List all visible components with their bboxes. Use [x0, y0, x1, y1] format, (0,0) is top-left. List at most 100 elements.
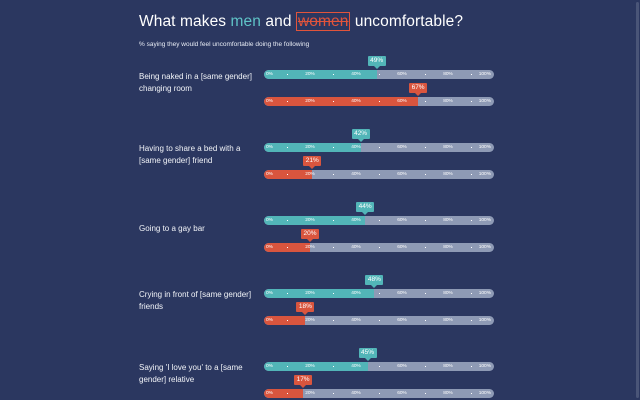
tick-label: 100%: [478, 172, 491, 177]
scrollbar-thumb[interactable]: [636, 2, 639, 398]
tick-dot: [287, 293, 288, 294]
women-value-label: 18%: [296, 302, 315, 315]
men-value-label: 42%: [351, 129, 370, 142]
tick-label: 40%: [351, 318, 361, 323]
tick-label: 40%: [351, 218, 361, 223]
tick-label: 100%: [478, 218, 491, 223]
men-bar-fill: [264, 216, 366, 225]
men-value-label: 48%: [365, 275, 384, 288]
tick-label: 0%: [266, 99, 273, 104]
tick-label: 40%: [351, 172, 361, 177]
tick-label: 80%: [443, 364, 453, 369]
men-bar-fill: [264, 362, 368, 371]
tick-dot: [379, 220, 380, 221]
tick-label: 0%: [266, 364, 273, 369]
tick-dot: [333, 366, 334, 367]
tick-dot: [287, 320, 288, 321]
tick-dot: [379, 320, 380, 321]
tick-dot: [333, 147, 334, 148]
tick-dot: [379, 147, 380, 148]
tick-dot: [333, 220, 334, 221]
tick-label: 60%: [397, 72, 407, 77]
tick-label: 100%: [478, 318, 491, 323]
tick-label: 20%: [305, 364, 315, 369]
women-bar-fill: [264, 316, 306, 325]
women-bar: 0% 20% 40% 60% 80% 100%: [264, 97, 494, 106]
tick-dot: [425, 393, 426, 394]
tick-dot: [425, 320, 426, 321]
tick-label: 60%: [397, 391, 407, 396]
tick-label: 40%: [351, 99, 361, 104]
tick-label: 60%: [397, 245, 407, 250]
title-men: men: [230, 13, 261, 30]
tick-dot: [333, 74, 334, 75]
tick-label: 100%: [478, 391, 491, 396]
women-bar: 0% 20% 40% 60% 80% 100%: [264, 389, 494, 398]
tick-label: 0%: [266, 391, 273, 396]
chart-subtitle: % saying they would feel uncomfortable d…: [139, 41, 310, 48]
tick-dot: [425, 293, 426, 294]
tick-dot: [333, 393, 334, 394]
tick-dot: [379, 293, 380, 294]
tick-dot: [333, 174, 334, 175]
men-value-label: 49%: [367, 56, 386, 69]
tick-label: 20%: [305, 99, 315, 104]
tick-label: 0%: [266, 145, 273, 150]
question-label: Having to share a bed with a [same gende…: [139, 144, 241, 165]
tick-dot: [333, 101, 334, 102]
men-value-label: 44%: [356, 202, 375, 215]
tick-label: 20%: [305, 145, 315, 150]
tick-label: 100%: [478, 291, 491, 296]
tick-label: 40%: [351, 72, 361, 77]
tick-label: 20%: [305, 245, 315, 250]
tick-dot: [287, 74, 288, 75]
tick-label: 40%: [351, 364, 361, 369]
tick-dot: [425, 74, 426, 75]
tick-dot: [379, 74, 380, 75]
women-bar-fill: [264, 97, 419, 106]
men-bar-fill: [264, 70, 377, 79]
tick-label: 40%: [351, 245, 361, 250]
tick-label: 60%: [397, 291, 407, 296]
tick-dot: [471, 293, 472, 294]
tick-dot: [379, 101, 380, 102]
tick-dot: [471, 320, 472, 321]
women-value-label: 21%: [303, 156, 322, 169]
tick-dot: [333, 247, 334, 248]
tick-dot: [471, 247, 472, 248]
tick-label: 20%: [305, 172, 315, 177]
tick-label: 60%: [397, 99, 407, 104]
tick-label: 100%: [478, 99, 491, 104]
tick-dot: [287, 174, 288, 175]
men-bar: 0% 20% 40% 60% 80% 100%: [264, 362, 494, 371]
tick-label: 40%: [351, 145, 361, 150]
tick-dot: [471, 366, 472, 367]
tick-dot: [425, 247, 426, 248]
tick-label: 20%: [305, 291, 315, 296]
tick-dot: [287, 393, 288, 394]
tick-label: 40%: [351, 291, 361, 296]
tick-label: 100%: [478, 72, 491, 77]
tick-dot: [425, 101, 426, 102]
tick-dot: [471, 74, 472, 75]
tick-dot: [425, 366, 426, 367]
tick-label: 0%: [266, 218, 273, 223]
women-bar-fill: [264, 170, 313, 179]
tick-label: 80%: [443, 99, 453, 104]
tick-dot: [471, 101, 472, 102]
scrollbar[interactable]: [634, 0, 640, 400]
men-bar-fill: [264, 143, 361, 152]
tick-label: 80%: [443, 145, 453, 150]
tick-dot: [287, 220, 288, 221]
men-bar: 0% 20% 40% 60% 80% 100%: [264, 289, 494, 298]
tick-dot: [333, 320, 334, 321]
tick-label: 100%: [478, 245, 491, 250]
title-part: uncomfortable?: [350, 13, 464, 30]
tick-label: 80%: [443, 245, 453, 250]
tick-label: 60%: [397, 172, 407, 177]
women-bar-fill: [264, 389, 304, 398]
women-bar: 0% 20% 40% 60% 80% 100%: [264, 316, 494, 325]
tick-label: 20%: [305, 218, 315, 223]
tick-label: 80%: [443, 172, 453, 177]
men-bar: 0% 20% 40% 60% 80% 100%: [264, 143, 494, 152]
